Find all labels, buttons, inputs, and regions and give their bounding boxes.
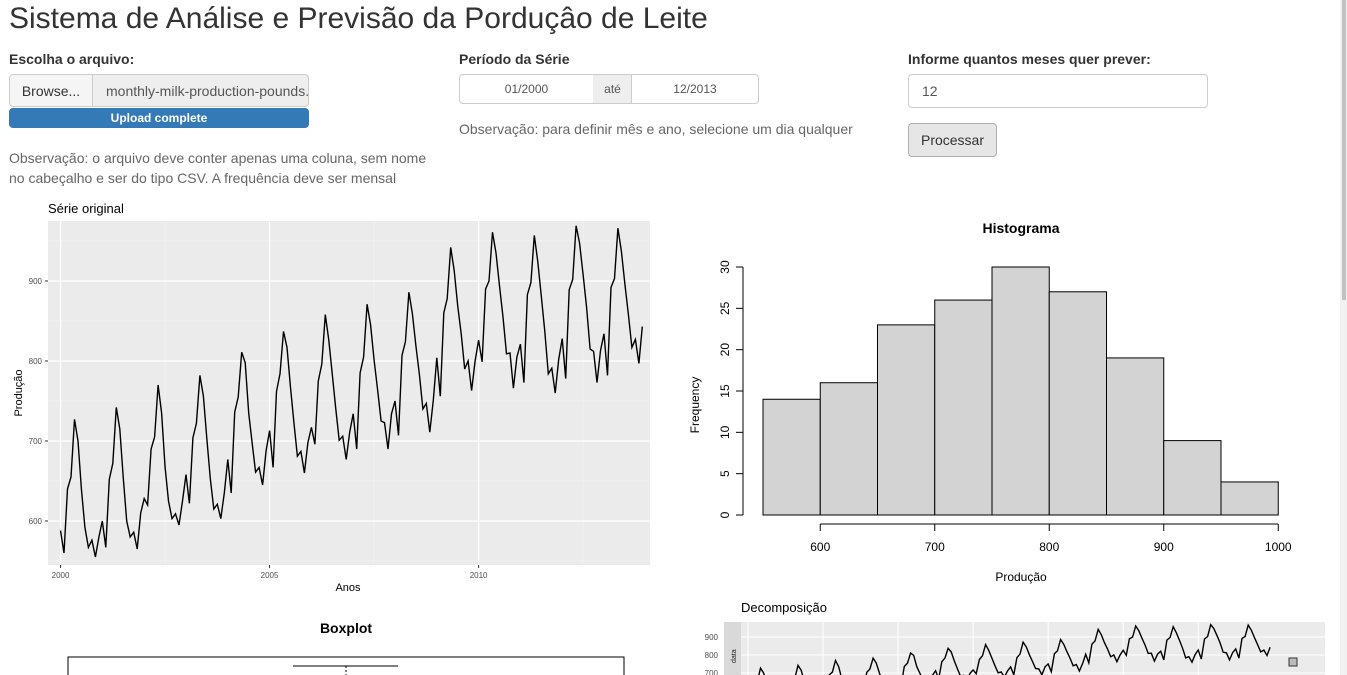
decomposition-chart: Decomposição data 900 800 700 bbox=[705, 600, 1325, 675]
period-note: Observação: para definir mês e ano, sele… bbox=[459, 121, 853, 137]
decomposition-title: Decomposição bbox=[741, 600, 827, 615]
series-chart: Série original 2000 2005 2010600700800900 … bbox=[13, 201, 650, 594]
page-scrollbar[interactable] bbox=[1340, 0, 1347, 675]
forecast-label: Informe quantos meses quer prever: bbox=[908, 51, 1151, 67]
series-ytick-label: 700 bbox=[29, 437, 43, 446]
decomposition-ytick-800: 800 bbox=[705, 651, 719, 660]
series-ytick-label: 600 bbox=[29, 517, 43, 526]
decomposition-panel bbox=[741, 622, 1325, 675]
series-line bbox=[59, 225, 643, 558]
forecast-months-input[interactable]: 12 bbox=[908, 74, 1208, 108]
histogram-bar bbox=[1163, 440, 1222, 516]
period-separator: até bbox=[593, 74, 632, 104]
histogram-ytick-label: 25 bbox=[718, 301, 732, 315]
boxplot-chart: Boxplot bbox=[67, 620, 625, 675]
histogram-bar bbox=[819, 382, 878, 516]
series-ytick-label: 800 bbox=[29, 357, 43, 366]
file-note-line2: no cabeçalho e ser do tipo CSV. A frequê… bbox=[9, 170, 397, 186]
histogram-ytick-label: 15 bbox=[718, 384, 732, 398]
decomposition-ytick-700: 700 bbox=[705, 669, 719, 675]
histogram-xtick-label: 900 bbox=[1154, 540, 1174, 554]
histogram-bar bbox=[762, 398, 821, 516]
histogram-xtick-label: 700 bbox=[925, 540, 945, 554]
series-ylabel: Produção bbox=[13, 369, 25, 416]
histogram-bar bbox=[1048, 291, 1107, 516]
histogram-ytick-label: 10 bbox=[718, 425, 732, 439]
series-ytick-label: 900 bbox=[29, 277, 43, 286]
histogram-xtick-label: 800 bbox=[1039, 540, 1059, 554]
filename-field: monthly-milk-production-pounds.csv bbox=[92, 74, 309, 107]
file-label: Escolha o arquivo: bbox=[9, 51, 135, 67]
histogram-ylabel: Frequency bbox=[688, 377, 702, 434]
histogram-bar bbox=[877, 324, 936, 516]
boxplot-frame bbox=[67, 656, 625, 675]
histogram-ytick-label: 5 bbox=[718, 470, 732, 477]
decomposition-ytick-900: 900 bbox=[705, 633, 719, 642]
histogram-xtick-label: 1000 bbox=[1265, 540, 1292, 554]
decomposition-line bbox=[758, 623, 1271, 675]
decomposition-scale-box bbox=[1288, 657, 1298, 667]
histogram-bar bbox=[934, 299, 993, 516]
histogram-xlabel: Produção bbox=[995, 570, 1047, 584]
histogram-bars bbox=[762, 266, 1279, 516]
histogram-ytick-label: 20 bbox=[718, 343, 732, 357]
histogram-bar bbox=[1220, 481, 1279, 516]
page-scrollbar-thumb[interactable] bbox=[1342, 0, 1346, 300]
histogram-xtick-label: 600 bbox=[810, 540, 830, 554]
process-button[interactable]: Processar bbox=[908, 123, 997, 157]
series-xtick-label: 2005 bbox=[261, 571, 279, 580]
period-start-input[interactable]: 01/2000 bbox=[459, 74, 594, 104]
period-end-input[interactable]: 12/2013 bbox=[631, 74, 759, 104]
boxplot-title: Boxplot bbox=[320, 620, 372, 636]
series-xtick-label: 2000 bbox=[52, 571, 70, 580]
series-xlabel: Anos bbox=[335, 582, 361, 594]
histogram-bar bbox=[1106, 357, 1165, 516]
series-chart-title: Série original bbox=[48, 201, 124, 216]
series-xtick-label: 2010 bbox=[470, 571, 488, 580]
histogram-ytick-label: 30 bbox=[718, 260, 732, 274]
histogram-bar bbox=[991, 266, 1050, 516]
page-title: Sistema de Análise e Previsão da Porduçâ… bbox=[9, 2, 708, 35]
histogram-title: Histograma bbox=[982, 220, 1059, 236]
decomposition-strip bbox=[724, 622, 741, 675]
period-label: Período da Série bbox=[459, 51, 570, 67]
upload-progress-bar: Upload complete bbox=[9, 108, 309, 128]
histogram-ytick-label: 0 bbox=[718, 511, 732, 518]
file-note-line1: Observação: o arquivo deve conter apenas… bbox=[9, 150, 427, 166]
histogram-chart: Histograma 600 700 800 900 1000051015202530 … bbox=[688, 220, 1292, 584]
series-plot-panel bbox=[48, 221, 650, 565]
decomposition-grid bbox=[741, 622, 1325, 675]
series-axes: 2000 2005 2010 600 700 800 900 bbox=[29, 277, 488, 580]
decomposition-strip-label: data bbox=[731, 649, 738, 663]
histogram-axes: 600 700 800 900 1000 0 5 10 15 20 25 30 bbox=[718, 260, 1292, 554]
browse-button[interactable]: Browse... bbox=[9, 74, 93, 107]
